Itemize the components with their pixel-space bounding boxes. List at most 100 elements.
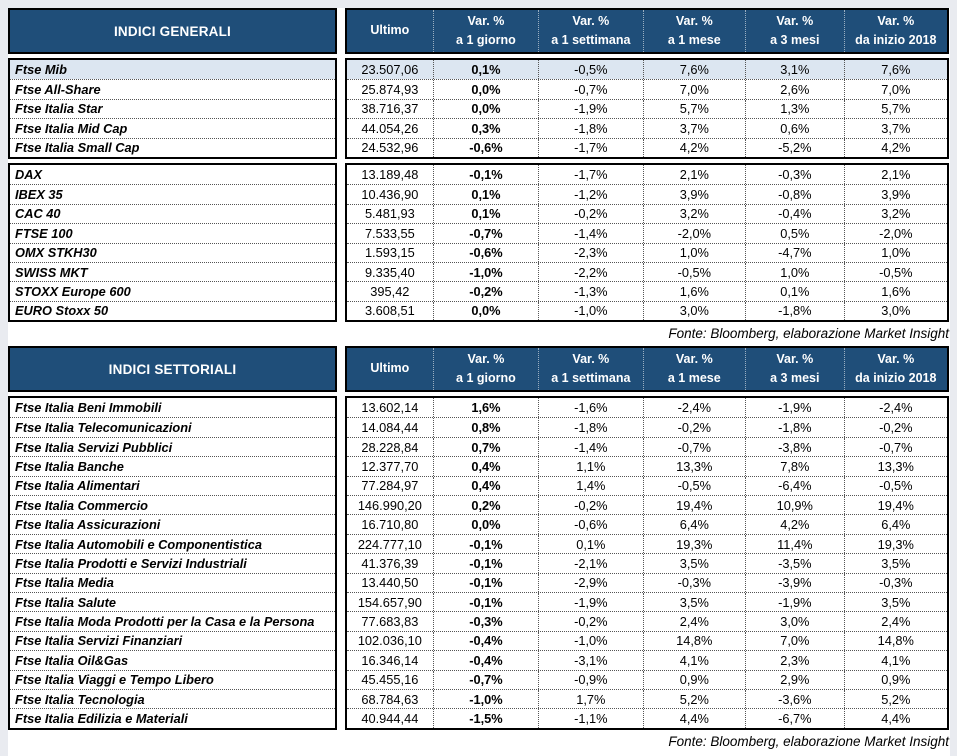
value-cell: 3,2% [843, 204, 947, 224]
index-values-row: 13.440,50 -0,1% -2,9% -0,3% -3,9% -0,3% [347, 572, 947, 592]
column-header-line1: Var. % [776, 351, 814, 366]
value-cell: -1,9% [538, 99, 642, 119]
value-cell: 3,9% [642, 185, 745, 204]
value-cell: -0,2% [432, 282, 538, 301]
value-cell: 0,0% [432, 99, 538, 119]
value-cell: 0,4% [432, 457, 538, 476]
column-header-line1: Var. % [776, 13, 814, 28]
value-cell: -1,5% [432, 709, 538, 728]
index-values-row: 41.376,39 -0,1% -2,1% 3,5% -3,5% 3,5% [347, 553, 947, 573]
value-cell: -0,5% [843, 476, 947, 496]
index-name-cell: Ftse Italia Prodotti e Servizi Industria… [10, 553, 335, 572]
value-cell: -6,4% [745, 476, 844, 496]
index-values-columns: 13.602,14 1,6% -1,6% -2,4% -1,9% -2,4% 14.084,… [345, 396, 949, 730]
column-header: Var. % a 1 settimana [538, 10, 642, 52]
index-values-row: 224.777,10 -0,1% 0,1% 19,3% 11,4% 19,3% [347, 533, 947, 554]
index-values-row: 10.436,90 0,1% -1,2% 3,9% -0,8% 3,9% [347, 184, 947, 204]
value-cell: 146.990,20 [357, 497, 422, 513]
value-cell: -0,5% [642, 262, 745, 282]
column-header: Ultimo [347, 348, 433, 390]
value-cell: 13.440,50 [361, 575, 419, 591]
value-cell: 0,9% [642, 670, 745, 689]
value-cell: 19,3% [843, 534, 947, 554]
value-cell: 2,1% [843, 164, 947, 185]
column-header: Var. % a 1 mese [642, 10, 745, 52]
index-name-cell: EURO Stoxx 50 [10, 300, 335, 320]
index-values-row: 12.377,70 0,4% 1,1% 13,3% 7,8% 13,3% [347, 456, 947, 476]
value-cell: 0,9% [843, 670, 947, 689]
value-cell: -3,5% [745, 554, 844, 573]
value-cell: 77.284,97 [361, 478, 419, 494]
value-cell: 23.507,06 [361, 62, 419, 78]
value-cell: -0,2% [538, 204, 642, 224]
index-values-columns: 23.507,06 0,1% -0,5% 7,6% 3,1% 7,6% 25.874,93 0… [345, 58, 949, 159]
index-values-row: 14.084,44 0,8% -1,8% -0,2% -1,8% -0,2% [347, 417, 947, 437]
value-cell: 1,6% [432, 398, 538, 418]
index-name-cell: Ftse Italia Banche [10, 456, 335, 475]
index-name-cell: Ftse Italia Alimentari [10, 475, 335, 495]
value-cell: -0,1% [432, 554, 538, 573]
value-cell: 41.376,39 [361, 555, 419, 571]
column-header: Var. % a 1 giorno [432, 348, 538, 391]
value-cell: -5,2% [745, 138, 844, 157]
report-page: INDICI GENERALI Ultimo Var. % a 1 giorno Var… [8, 8, 950, 754]
value-cell: 6,4% [642, 515, 745, 534]
value-cell: 3,5% [642, 554, 745, 573]
column-header-line1: Var. % [572, 13, 610, 28]
value-cell: -0,1% [432, 592, 538, 612]
value-cell: -2,0% [843, 224, 947, 243]
index-values-row: 23.507,06 0,1% -0,5% 7,6% 3,1% 7,6% [347, 60, 947, 80]
value-cell: -0,2% [538, 612, 642, 631]
column-header: Ultimo [347, 10, 433, 52]
index-values-row: 38.716,37 0,0% -1,9% 5,7% 1,3% 5,7% [347, 98, 947, 119]
column-header-line2: a 1 mese [667, 371, 721, 386]
column-header-line2: da inizio 2018 [855, 371, 937, 386]
column-header: Var. % a 1 settimana [538, 348, 642, 391]
value-cell: 154.657,90 [357, 594, 422, 610]
index-name-cell: Ftse Italia Telecomunicazioni [10, 417, 335, 436]
value-cell: 1,4% [538, 476, 642, 496]
value-cell: 7,0% [642, 80, 745, 99]
index-values-row: 395,42 -0,2% -1,3% 1,6% 0,1% 1,6% [347, 281, 947, 301]
value-cell: 1,7% [538, 689, 642, 709]
value-cell: -0,3% [843, 573, 947, 592]
column-headers: Ultimo Var. % a 1 giorno Var. % a 1 settiman… [345, 8, 949, 54]
index-name-cell: OMX STKH30 [10, 242, 335, 262]
index-values-row: 13.189,48 -0,1% -1,7% 2,1% -0,3% 2,1% [347, 164, 947, 185]
index-name-cell: Ftse Italia Mid Cap [10, 118, 335, 137]
value-cell: 7,0% [843, 80, 947, 99]
index-values-row: 68.784,63 -1,0% 1,7% 5,2% -3,6% 5,2% [347, 688, 947, 709]
column-header: Var. % a 3 mesi [745, 348, 844, 391]
value-cell: 13,3% [843, 457, 947, 476]
value-cell: -2,0% [642, 224, 745, 243]
value-cell: 13.602,14 [361, 400, 419, 416]
value-cell: 40.944,44 [361, 711, 419, 727]
table-title: INDICI GENERALI [8, 8, 337, 54]
index-name-cell: Ftse Italia Servizi Pubblici [10, 436, 335, 456]
value-cell: -1,7% [538, 138, 642, 157]
index-values-row: 16.710,80 0,0% -0,6% 6,4% 4,2% 6,4% [347, 514, 947, 534]
value-cell: 0,0% [432, 515, 538, 534]
value-cell: -0,1% [432, 164, 538, 185]
index-values-row: 9.335,40 -1,0% -2,2% -0,5% 1,0% -0,5% [347, 261, 947, 282]
index-name-cell: Ftse Italia Tecnologia [10, 688, 335, 708]
value-cell: -0,4% [432, 631, 538, 651]
value-cell: -1,1% [538, 709, 642, 728]
value-cell: 0,0% [432, 301, 538, 321]
index-name-cell: FTSE 100 [10, 223, 335, 242]
index-name-column: Ftse Mib Ftse All-Share Ftse Italia Star Ft… [8, 58, 337, 159]
index-values-row: 77.683,83 -0,3% -0,2% 2,4% 3,0% 2,4% [347, 611, 947, 631]
index-name-column: Ftse Italia Beni Immobili Ftse Italia Tel… [8, 396, 337, 730]
value-cell: -0,7% [538, 80, 642, 99]
value-cell: 10,9% [745, 496, 844, 515]
index-name-cell: Ftse Italia Media [10, 572, 335, 592]
index-name-cell: Ftse Italia Viaggi e Tempo Libero [10, 669, 335, 689]
index-values-row: 5.481,93 0,1% -0,2% 3,2% -0,4% 3,2% [347, 203, 947, 224]
value-cell: -0,7% [642, 437, 745, 457]
value-cell: 0,5% [745, 224, 844, 243]
value-cell: 0,0% [432, 80, 538, 99]
value-cell: -3,9% [745, 573, 844, 592]
index-values-row: 154.657,90 -0,1% -1,9% 3,5% -1,9% 3,5% [347, 591, 947, 612]
value-cell: 1,6% [843, 282, 947, 301]
value-cell: -1,9% [745, 592, 844, 612]
